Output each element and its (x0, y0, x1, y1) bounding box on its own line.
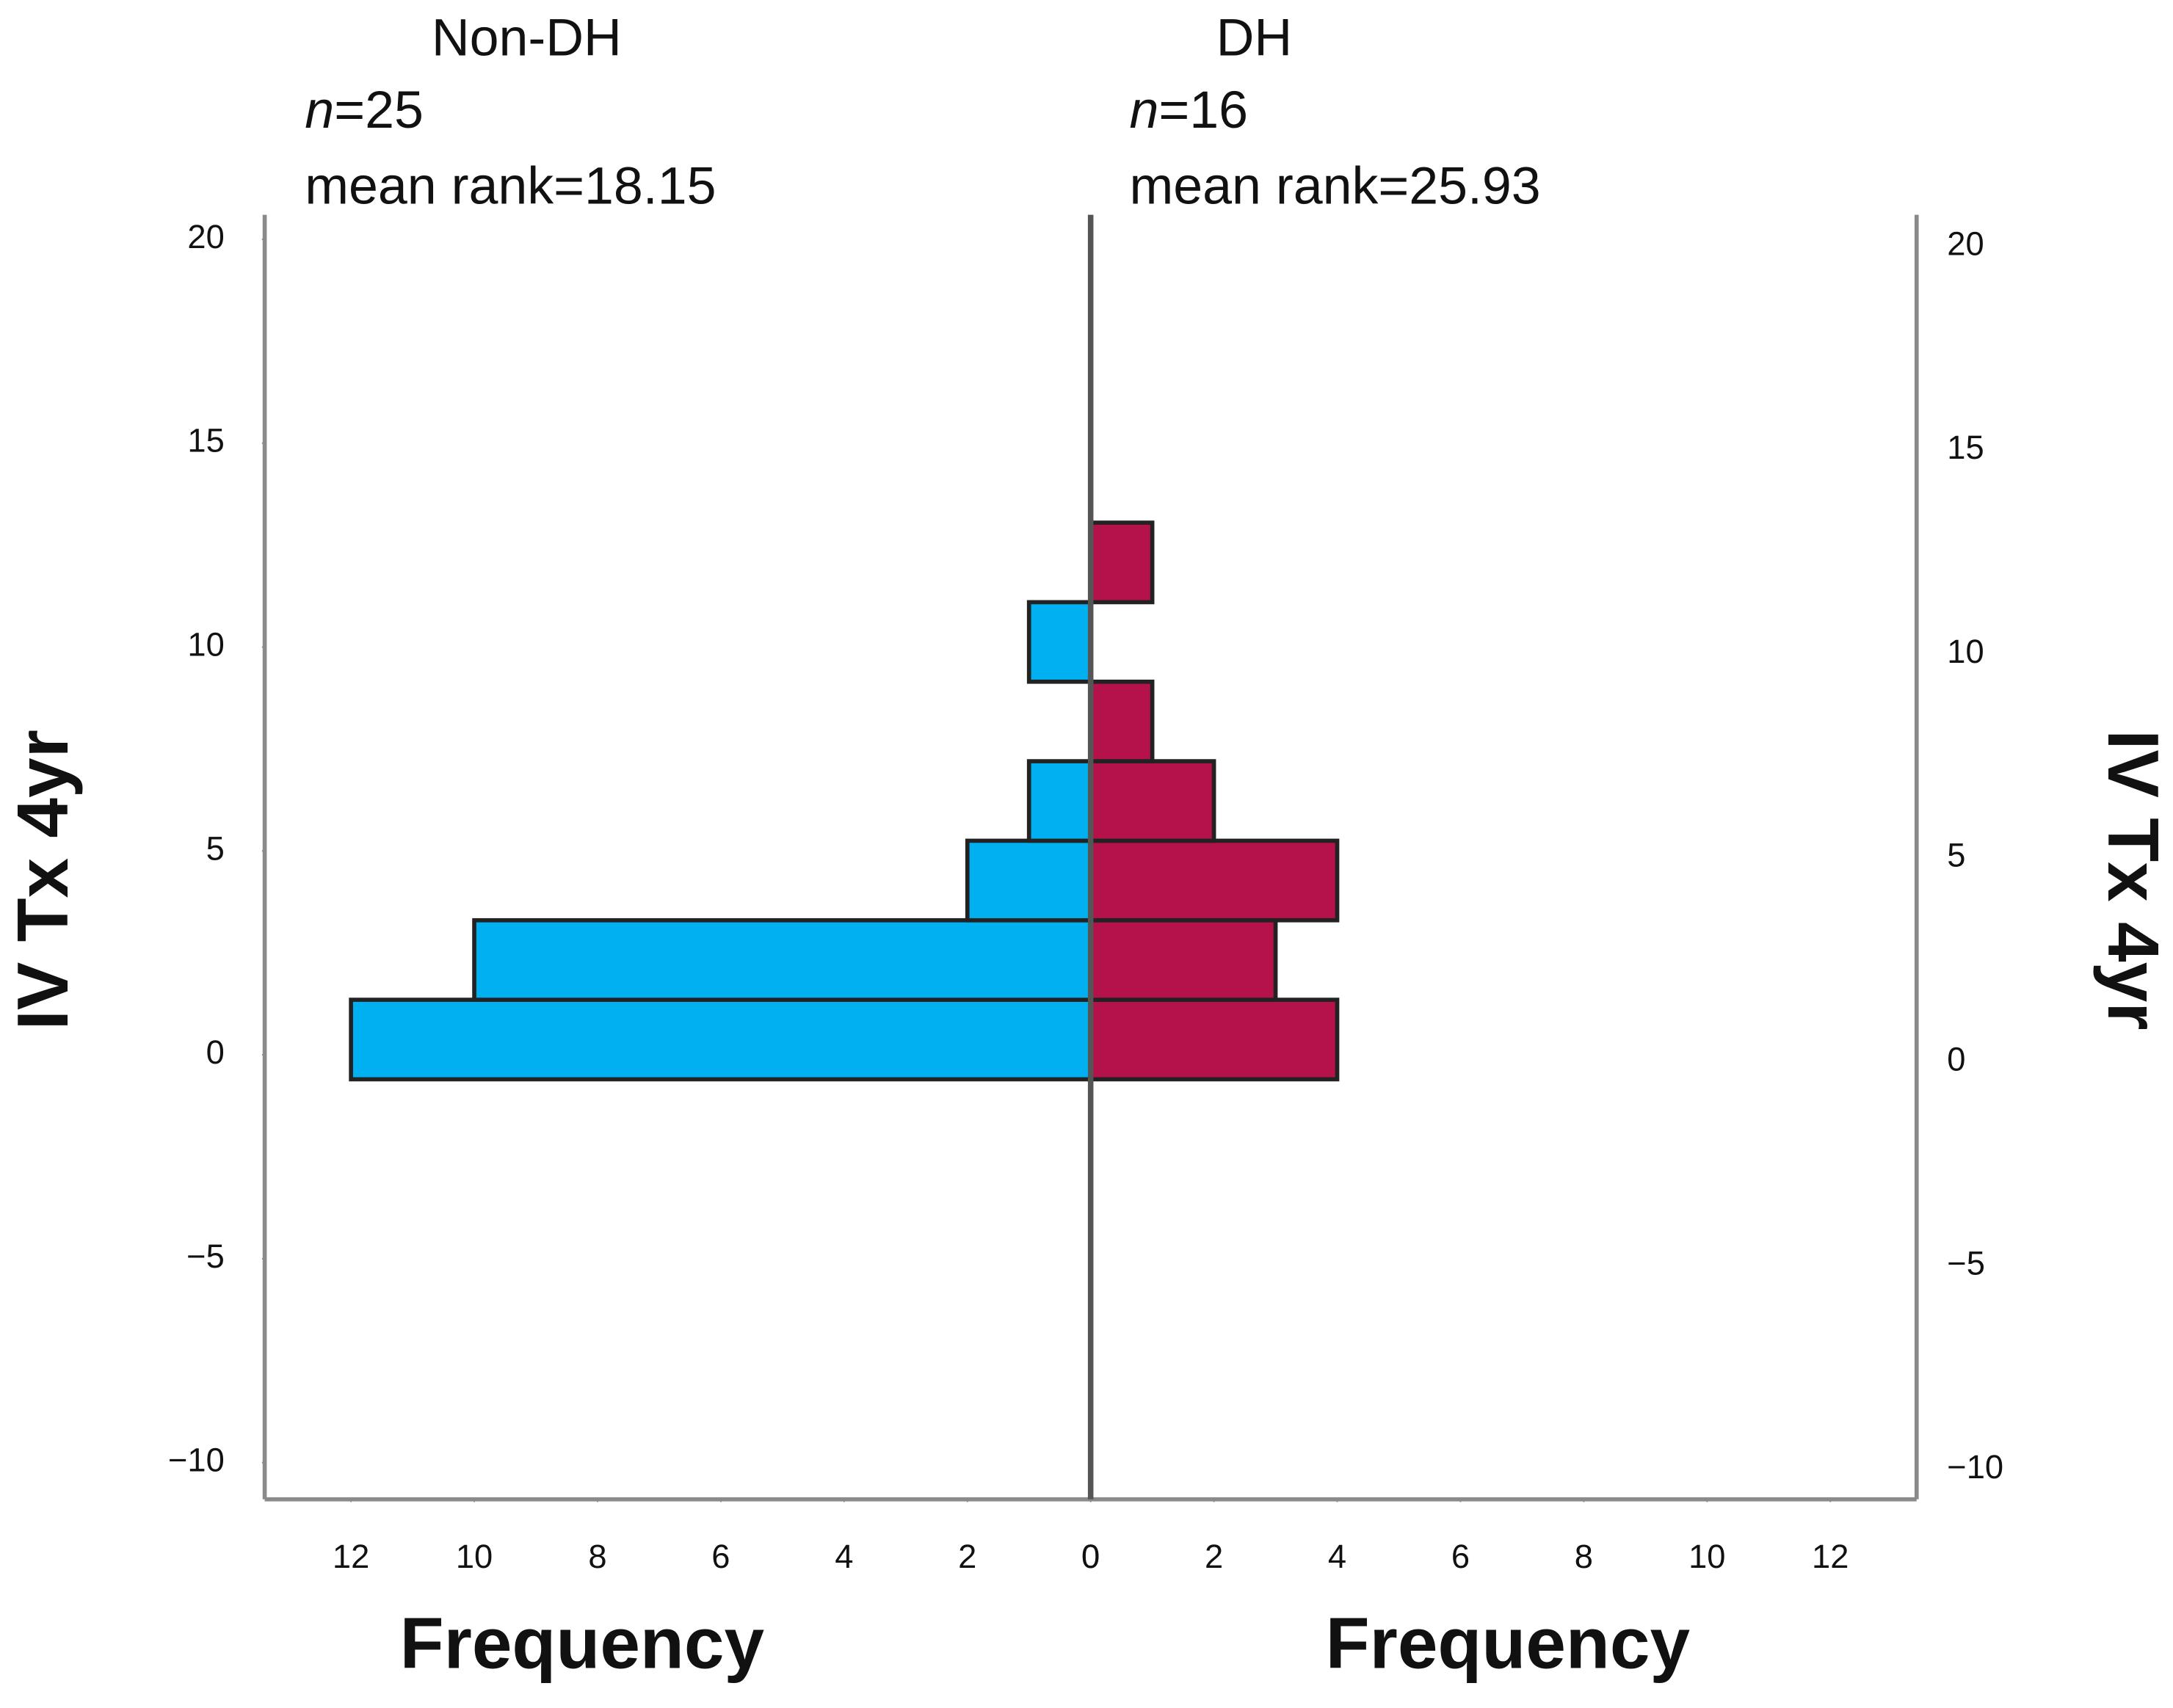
y-tick-label: 15 (187, 422, 224, 459)
y-tick-label: 10 (187, 625, 224, 663)
y2-tick-label: 5 (1947, 837, 1965, 874)
x-axis-label: Frequency (400, 1603, 765, 1684)
panel-title: Non-DH (432, 9, 622, 68)
y2-tick-label: 0 (1947, 1041, 1965, 1078)
bar (349, 997, 1093, 1082)
x-tick-label: 12 (333, 1538, 369, 1575)
y-tick-label: −5 (186, 1238, 225, 1275)
x-axis-label: Frequency (1326, 1603, 1691, 1684)
bar (1088, 997, 1340, 1082)
mean-rank: mean rank=18.15 (305, 157, 716, 216)
x-tick-label: 4 (835, 1538, 853, 1575)
x-tick-label: 2 (958, 1538, 976, 1575)
y2-axis-label: IV Tx 4yr (2093, 730, 2173, 1030)
x-tick-label: 2 (1205, 1538, 1223, 1575)
panel-title: DH (1216, 9, 1293, 68)
y2-tick-label: 15 (1947, 429, 1984, 466)
y2-tick-label: −5 (1947, 1244, 1985, 1282)
x-tick-label: 10 (456, 1538, 493, 1575)
x-tick-label: 8 (1575, 1538, 1593, 1575)
x-tick-label: 8 (588, 1538, 606, 1575)
bar (1026, 600, 1093, 684)
bar (1088, 838, 1340, 923)
bar (1088, 679, 1155, 763)
x-tick-label: 6 (711, 1538, 730, 1575)
bar (965, 838, 1093, 923)
y-tick-label: 5 (206, 829, 225, 867)
x-tick-label: 10 (1688, 1538, 1725, 1575)
bar (1088, 917, 1278, 1002)
y-tick-label: −10 (168, 1442, 225, 1479)
y2-tick-label: −10 (1947, 1448, 2003, 1486)
y-tick-label: 20 (187, 218, 224, 255)
sample-size: n=25 (305, 81, 424, 139)
x-tick-label: 6 (1451, 1538, 1470, 1575)
x-tick-label: 4 (1328, 1538, 1346, 1575)
y2-tick-label: 20 (1947, 225, 1984, 262)
x-tick-label: 12 (1812, 1538, 1849, 1575)
sample-size: n=16 (1130, 81, 1249, 139)
bar (1088, 759, 1216, 843)
bar (1088, 520, 1155, 605)
y-tick-label: 0 (206, 1033, 225, 1071)
x-tick-label: 0 (1081, 1538, 1100, 1575)
y-axis-label: IV Tx 4yr (2, 730, 83, 1030)
y2-tick-label: 10 (1947, 633, 1984, 670)
bar (472, 917, 1093, 1002)
bar (1026, 759, 1093, 843)
x-tick-label: 0 (1081, 1538, 1100, 1575)
mean-rank: mean rank=25.93 (1130, 157, 1541, 216)
